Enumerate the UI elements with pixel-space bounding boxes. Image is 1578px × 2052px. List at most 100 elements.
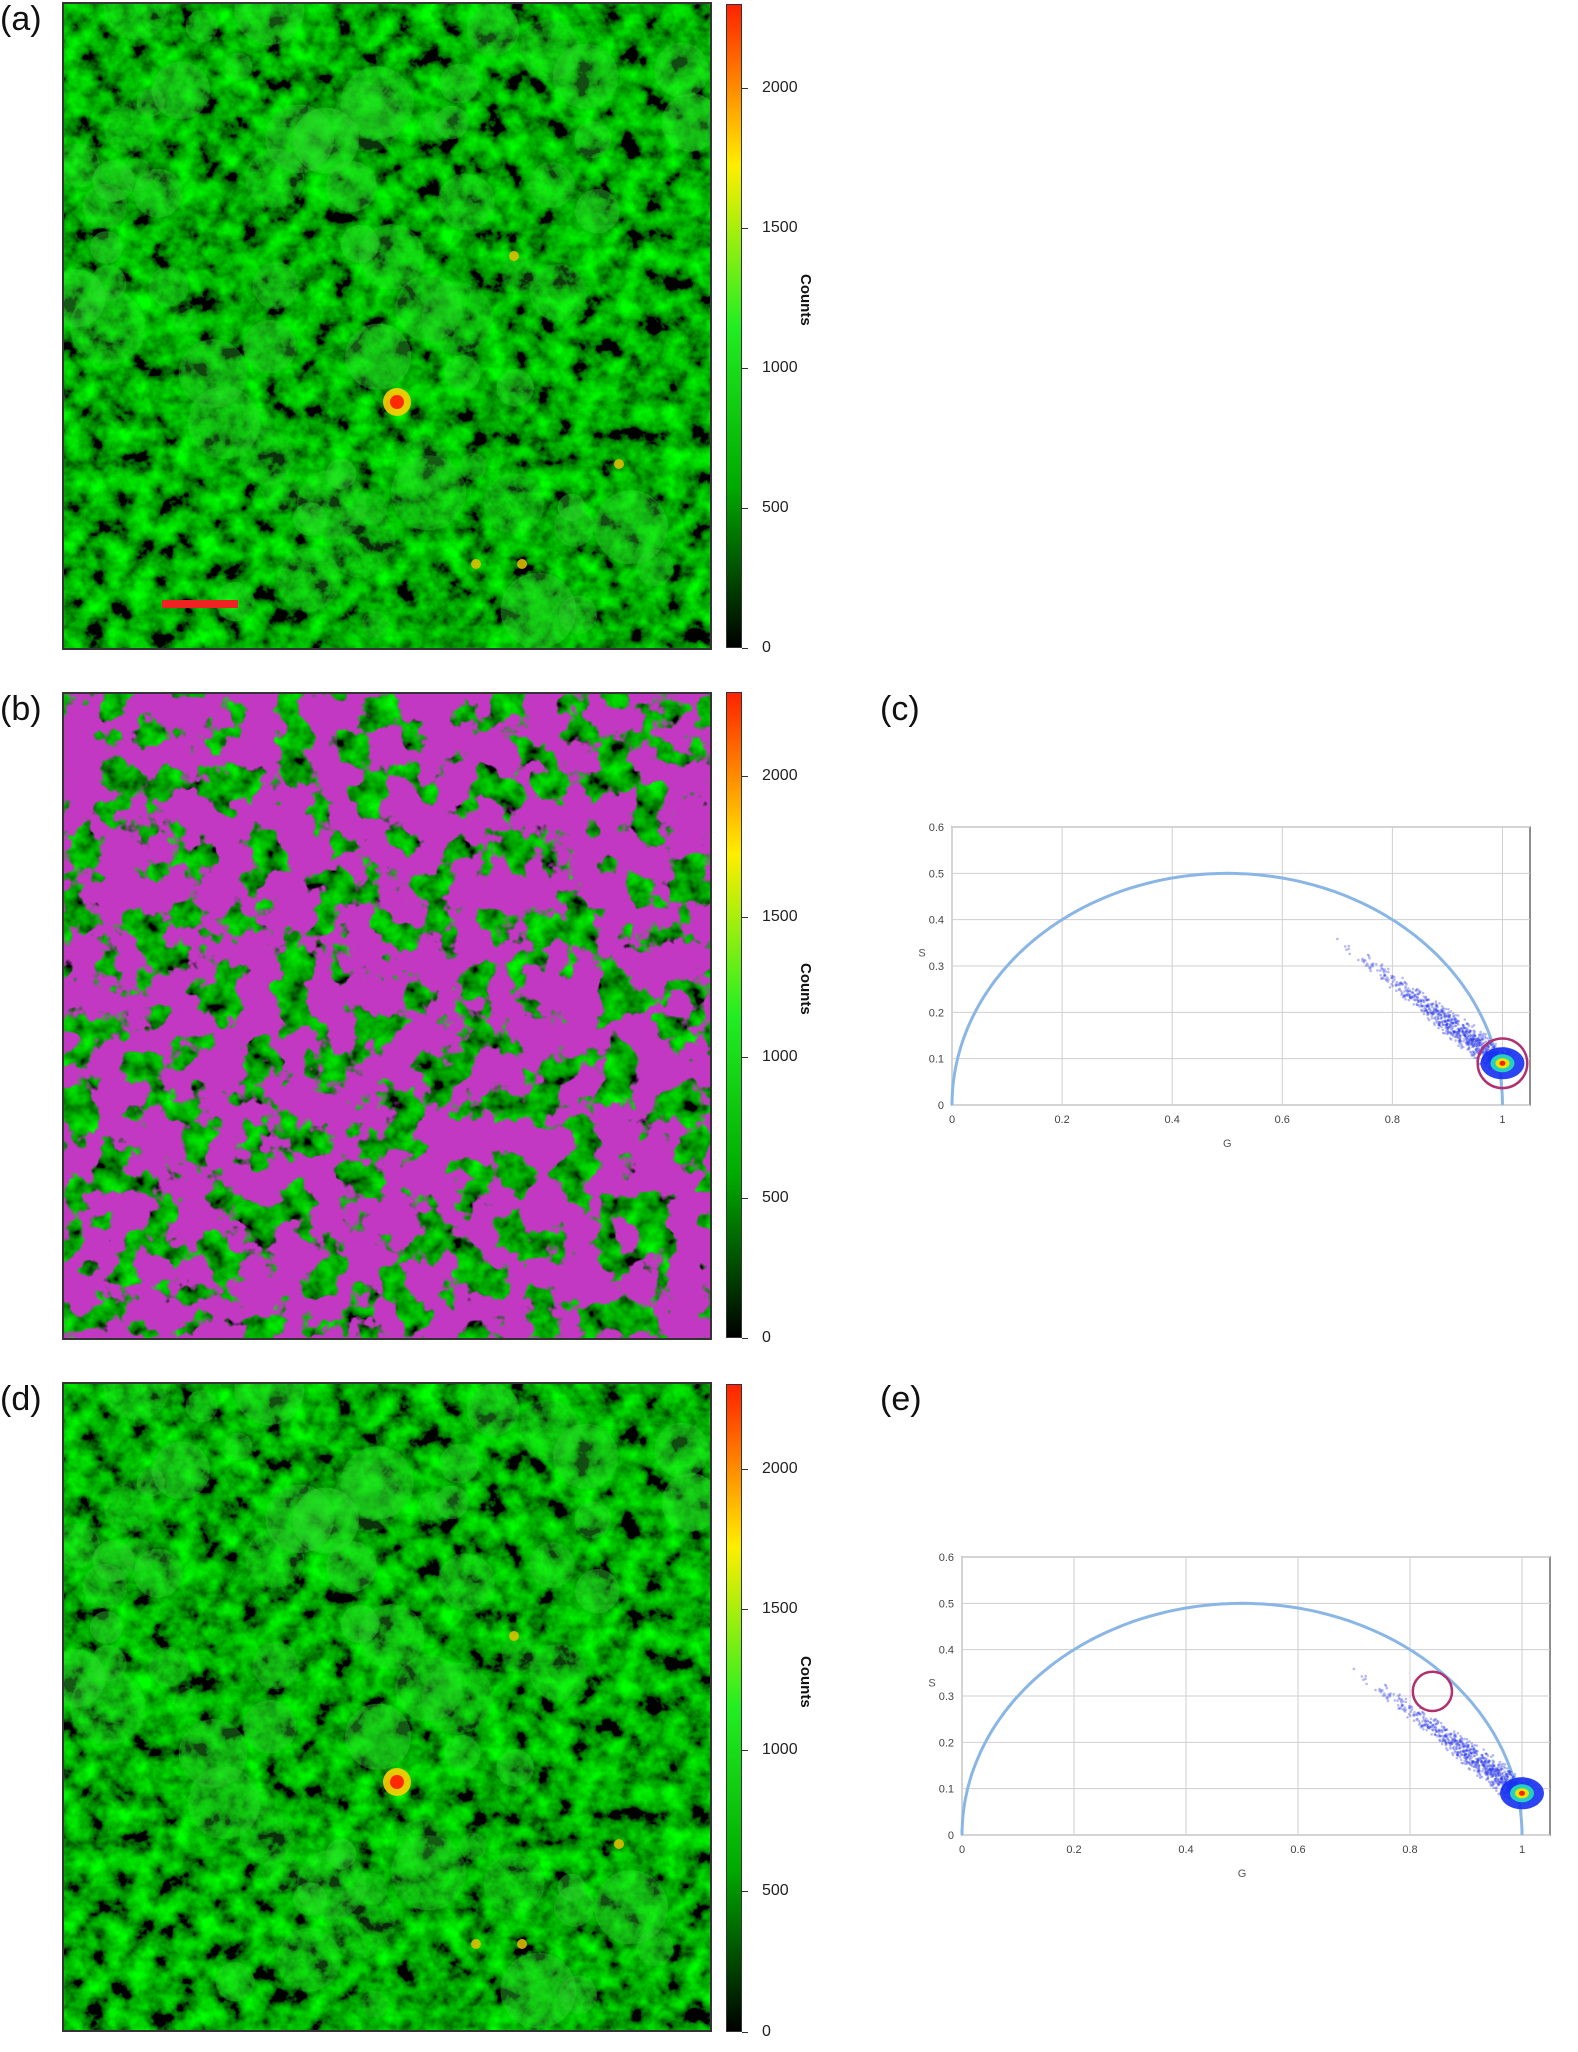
colorbar-tick-label: 0: [762, 1329, 771, 1346]
cell-spot: [104, 1482, 156, 1534]
phasor-point: [1503, 1770, 1507, 1773]
phasor-point: [1487, 1759, 1491, 1763]
phasor-point: [1452, 1030, 1455, 1034]
phasor-point: [1479, 1030, 1482, 1034]
phasor-point: [1501, 1767, 1504, 1771]
phasor-point: [1476, 1759, 1479, 1762]
phasor-point: [1473, 1041, 1477, 1044]
phasor-point: [1436, 1015, 1440, 1019]
phasor-point: [1453, 1030, 1456, 1033]
phasor-point: [1436, 1721, 1440, 1724]
phasor-point: [1424, 1719, 1427, 1723]
phasor-point: [1475, 1749, 1478, 1753]
phasor-point: [1494, 1769, 1497, 1773]
phasor-point: [1472, 1044, 1476, 1047]
phasor-point: [1371, 965, 1374, 968]
phasor-point: [1470, 1051, 1473, 1054]
phasor-point: [1462, 1045, 1465, 1049]
phasor-point: [1461, 1029, 1464, 1033]
phasor-point: [1449, 1021, 1453, 1024]
phasor-point: [1400, 1700, 1403, 1704]
phasor-point: [1438, 1021, 1441, 1025]
phasor-point: [1485, 1764, 1488, 1767]
phasor-point: [1462, 1024, 1465, 1027]
phasor-point: [1472, 1044, 1475, 1047]
cell-spot: [245, 407, 274, 436]
phasor-point: [1478, 1040, 1482, 1044]
phasor-point: [1429, 1721, 1432, 1724]
phasor-point: [1398, 987, 1401, 991]
colorbar-tick-label: 2000: [762, 1459, 798, 1477]
colorbar-label: Counts: [797, 1656, 814, 1708]
phasor-point: [1396, 983, 1400, 986]
phasor-point: [1417, 1711, 1420, 1714]
phasor-point: [1424, 1008, 1428, 1011]
phasor-point: [1426, 1017, 1430, 1020]
phasor-point: [1500, 1764, 1504, 1768]
y-tick-label: 0.4: [929, 915, 944, 927]
phasor-point: [1456, 1027, 1459, 1031]
phasor-point: [1410, 990, 1413, 994]
phasor-point: [1461, 1028, 1464, 1031]
phasor-point: [1484, 1762, 1487, 1766]
phasor-point: [1466, 1755, 1469, 1759]
phasor-point: [1418, 1723, 1421, 1726]
phasor-point: [1454, 1039, 1457, 1042]
cell-spot: [435, 1485, 469, 1520]
phasor-point: [1462, 1033, 1466, 1036]
cell-spot: [103, 1384, 171, 1420]
phasor-point: [1489, 1769, 1492, 1772]
phasor-point: [1431, 1002, 1435, 1006]
phasor-point: [1404, 1697, 1408, 1701]
phasor-point: [1476, 1047, 1480, 1050]
phasor-point: [1497, 1782, 1501, 1786]
phasor-point: [1451, 1012, 1455, 1015]
phasor-point: [1477, 1769, 1481, 1772]
phasor-point: [1419, 1003, 1423, 1007]
phasor-point: [1431, 1013, 1435, 1016]
phasor-point: [1408, 995, 1412, 999]
phasor-point: [1477, 1764, 1481, 1768]
phasor-point: [1371, 963, 1374, 967]
panel-label-c: (c): [880, 690, 920, 728]
phasor-point: [1416, 1003, 1420, 1007]
phasor-point: [1440, 1025, 1443, 1029]
phasor-point: [1397, 1696, 1401, 1700]
phasor-point: [1489, 1769, 1493, 1773]
phasor-point: [1463, 1759, 1467, 1763]
phasor-point: [1368, 956, 1371, 960]
phasor-point: [1440, 1725, 1444, 1728]
phasor-point: [1369, 965, 1372, 969]
phasor-point: [1391, 984, 1394, 988]
phasor-point: [1493, 1772, 1496, 1776]
phasor-point: [1488, 1767, 1492, 1771]
phasor-point: [1482, 1037, 1485, 1041]
phasor-point: [1425, 1724, 1428, 1727]
phasor-point: [1447, 1016, 1451, 1019]
phasor-point: [1404, 1700, 1408, 1704]
phasor-point: [1464, 1029, 1468, 1033]
phasor-point: [1419, 998, 1422, 1001]
phasor-point: [1461, 1750, 1465, 1753]
phasor-point: [1467, 1030, 1471, 1034]
phasor-point: [1398, 1697, 1402, 1701]
cell-spot: [276, 547, 341, 612]
phasor-point: [1488, 1763, 1492, 1767]
phasor-point: [1465, 1037, 1469, 1041]
phasor-point: [1455, 1032, 1458, 1035]
phasor-point: [1489, 1783, 1492, 1786]
phasor-point: [1473, 1751, 1476, 1754]
phasor-point: [1469, 1037, 1473, 1041]
phasor-point: [1450, 1018, 1454, 1022]
phasor-point: [1417, 1000, 1420, 1003]
phasor-point: [1477, 1767, 1481, 1770]
phasor-point: [1445, 1728, 1448, 1731]
phasor-point: [1432, 1724, 1435, 1727]
phasor-point: [1433, 1733, 1437, 1737]
phasor-point: [1416, 998, 1420, 1001]
phasor-point: [1392, 1692, 1395, 1696]
x-tick-label: 0: [949, 1114, 955, 1126]
phasor-point: [1466, 1022, 1470, 1026]
phasor-point: [1435, 1008, 1438, 1011]
phasor-point: [1445, 1014, 1449, 1018]
